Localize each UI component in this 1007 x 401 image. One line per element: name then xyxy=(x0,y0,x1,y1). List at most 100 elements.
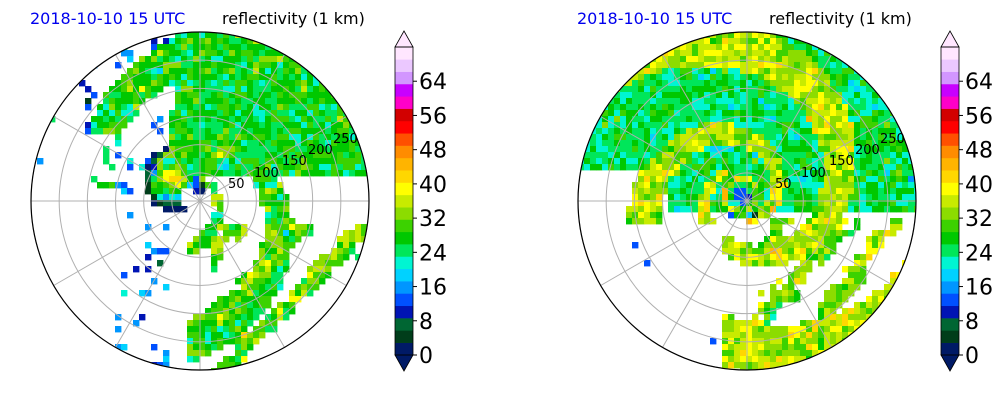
reflectivity-cell xyxy=(301,116,308,123)
reflectivity-cell xyxy=(247,50,254,57)
reflectivity-cell xyxy=(602,158,609,165)
reflectivity-cell xyxy=(728,248,735,255)
reflectivity-cell xyxy=(878,140,885,147)
reflectivity-cell xyxy=(728,38,735,45)
reflectivity-cell xyxy=(187,62,194,69)
reflectivity-cell xyxy=(109,182,116,189)
reflectivity-cell xyxy=(253,152,260,159)
reflectivity-cell xyxy=(223,308,230,315)
reflectivity-cell xyxy=(728,44,735,51)
reflectivity-cell xyxy=(97,104,104,111)
reflectivity-cell xyxy=(319,266,326,273)
reflectivity-cell xyxy=(584,128,591,135)
reflectivity-cell xyxy=(169,158,176,165)
reflectivity-cell xyxy=(842,320,849,327)
reflectivity-cell xyxy=(746,50,753,57)
reflectivity-cell xyxy=(283,134,290,141)
reflectivity-cell xyxy=(884,200,891,207)
reflectivity-cell xyxy=(277,302,284,309)
reflectivity-cell xyxy=(331,116,338,123)
reflectivity-cell xyxy=(283,260,290,267)
reflectivity-cell xyxy=(842,176,849,183)
reflectivity-cell xyxy=(211,224,218,231)
reflectivity-cell xyxy=(800,80,807,87)
reflectivity-cell xyxy=(283,308,290,315)
reflectivity-cell xyxy=(770,170,777,177)
reflectivity-cell xyxy=(620,116,627,123)
reflectivity-cell xyxy=(788,188,795,195)
reflectivity-cell xyxy=(187,164,194,171)
reflectivity-cell xyxy=(812,182,819,189)
reflectivity-cell xyxy=(247,308,254,315)
reflectivity-cell xyxy=(842,80,849,87)
reflectivity-cell xyxy=(337,140,344,147)
reflectivity-cell xyxy=(151,44,158,51)
reflectivity-cell xyxy=(818,68,825,75)
reflectivity-cell xyxy=(632,164,639,171)
reflectivity-cell xyxy=(674,38,681,45)
radial-spoke xyxy=(746,200,894,286)
reflectivity-cell xyxy=(229,146,236,153)
reflectivity-cell xyxy=(818,212,825,219)
reflectivity-cell xyxy=(770,230,777,237)
reflectivity-cell xyxy=(295,86,302,93)
reflectivity-cell xyxy=(151,188,158,195)
reflectivity-cell xyxy=(632,134,639,141)
reflectivity-cell xyxy=(764,260,771,267)
reflectivity-cell xyxy=(115,116,122,123)
reflectivity-cell xyxy=(878,86,885,93)
reflectivity-cell xyxy=(265,164,272,171)
reflectivity-cell xyxy=(307,104,314,111)
reflectivity-cell xyxy=(794,278,801,285)
reflectivity-cell xyxy=(223,338,230,345)
reflectivity-cell xyxy=(253,308,260,315)
reflectivity-cell xyxy=(872,290,879,297)
reflectivity-cell xyxy=(638,128,645,135)
reflectivity-cell xyxy=(211,104,218,111)
reflectivity-cell xyxy=(674,80,681,87)
reflectivity-cell xyxy=(205,86,212,93)
reflectivity-cell xyxy=(127,104,134,111)
reflectivity-cell xyxy=(692,140,699,147)
reflectivity-cell xyxy=(151,344,158,351)
reflectivity-cell xyxy=(145,266,152,273)
reflectivity-cell xyxy=(890,164,897,171)
reflectivity-cell xyxy=(319,116,326,123)
reflectivity-cell xyxy=(253,104,260,111)
reflectivity-cell xyxy=(277,188,284,195)
reflectivity-cell xyxy=(848,116,855,123)
reflectivity-cell xyxy=(842,194,849,201)
reflectivity-cell xyxy=(890,194,897,201)
reflectivity-cell xyxy=(115,152,122,159)
reflectivity-cell xyxy=(836,134,843,141)
reflectivity-cell xyxy=(818,170,825,177)
reflectivity-cell xyxy=(872,188,879,195)
reflectivity-cell xyxy=(271,122,278,129)
reflectivity-cell xyxy=(596,158,603,165)
reflectivity-cell xyxy=(866,110,873,117)
reflectivity-cell xyxy=(626,206,633,213)
reflectivity-cell xyxy=(121,272,128,279)
reflectivity-cell xyxy=(331,248,338,255)
reflectivity-cell xyxy=(662,146,669,153)
colorbar-segment xyxy=(395,145,413,159)
reflectivity-cell xyxy=(247,338,254,345)
reflectivity-cell xyxy=(710,50,717,57)
reflectivity-cell xyxy=(716,152,723,159)
reflectivity-cell xyxy=(265,206,272,213)
reflectivity-cell xyxy=(103,158,110,165)
reflectivity-cell xyxy=(175,158,182,165)
reflectivity-cell xyxy=(698,140,705,147)
reflectivity-cell xyxy=(764,74,771,81)
reflectivity-cell xyxy=(307,62,314,69)
reflectivity-cell xyxy=(235,80,242,87)
reflectivity-cell xyxy=(229,44,236,51)
colorbar-tick-label: 56 xyxy=(965,104,993,129)
reflectivity-cell xyxy=(776,356,783,363)
reflectivity-cell xyxy=(776,248,783,255)
reflectivity-cell xyxy=(686,128,693,135)
reflectivity-cell xyxy=(806,158,813,165)
reflectivity-cell xyxy=(914,206,916,213)
reflectivity-cell xyxy=(211,308,218,315)
